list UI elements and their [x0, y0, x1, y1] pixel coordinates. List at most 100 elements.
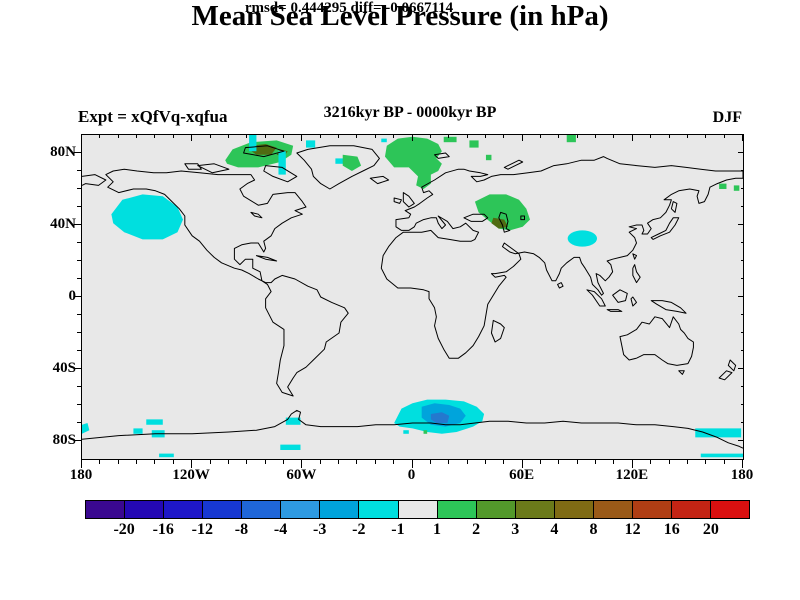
anomaly-region-ne-pacific-negative	[111, 194, 183, 240]
coastline	[491, 320, 504, 342]
lon-tick	[210, 460, 211, 464]
lon-tick-label: 120E	[615, 467, 649, 483]
lon-tick	[650, 135, 651, 138]
colorbar-label: 2	[472, 521, 481, 538]
coastline	[587, 290, 605, 306]
anomaly-region-antarctic-dot-cyan	[403, 430, 409, 434]
lon-tick	[558, 135, 559, 138]
lon-tick	[265, 460, 266, 464]
coastline	[244, 146, 284, 157]
lat-tick	[741, 332, 744, 333]
coastline	[264, 166, 297, 182]
lon-tick	[228, 460, 229, 464]
lat-tick	[738, 296, 744, 297]
coastline	[381, 157, 743, 359]
anomaly-region-weddell-cyan	[280, 444, 301, 450]
lon-tick	[81, 135, 82, 141]
lat-tick	[77, 188, 81, 189]
lat-tick	[741, 350, 744, 351]
coastline	[185, 164, 202, 169]
lat-tick	[77, 260, 81, 261]
lon-tick	[742, 460, 743, 468]
anomaly-region-antarctic-dot-green	[423, 430, 428, 434]
lon-tick	[448, 460, 449, 464]
lon-tick	[705, 135, 706, 138]
anomaly-region-antarctic-coast3	[133, 428, 143, 434]
lon-tick	[283, 460, 284, 464]
lon-tick	[650, 460, 651, 464]
lon-tick	[246, 135, 247, 138]
colorbar-cell	[476, 501, 516, 518]
period-line: 3216kyr BP - 0000kyr BP	[323, 104, 497, 121]
lon-tick	[375, 135, 376, 138]
lon-tick	[632, 460, 633, 468]
lon-tick-label: 60W	[286, 467, 317, 483]
map-frame	[81, 134, 744, 460]
lat-tick	[741, 422, 744, 423]
anomaly-region-baffin-bay-cyan	[278, 151, 286, 175]
colorbar-label: 16	[663, 521, 680, 538]
lon-tick	[669, 460, 670, 464]
coastline	[633, 265, 640, 283]
lon-tick	[412, 460, 413, 468]
lon-tick	[503, 460, 504, 464]
lon-tick	[467, 135, 468, 138]
coastline	[106, 169, 348, 396]
lat-tick	[77, 422, 81, 423]
coastline	[256, 256, 276, 261]
anomaly-region-east-greenland-positive	[342, 154, 362, 171]
lon-tick	[338, 460, 339, 464]
coastline	[198, 164, 229, 173]
colorbar-cell	[711, 501, 750, 518]
lon-tick	[191, 460, 192, 468]
colorbar-cell	[554, 501, 594, 518]
lon-tick	[265, 135, 266, 138]
coastline	[403, 193, 414, 207]
colorbar-cell	[86, 501, 126, 518]
colorbar-cell	[515, 501, 555, 518]
anomaly-region-antarctic-coast1	[146, 419, 163, 425]
lon-tick	[687, 135, 688, 138]
lon-tick	[173, 135, 174, 138]
lat-tick	[741, 188, 744, 189]
lon-tick	[301, 135, 302, 141]
coastline	[297, 146, 380, 189]
anomaly-region-south-pole-strip-e	[700, 453, 743, 458]
lon-tick	[724, 460, 725, 464]
coastline	[435, 153, 450, 158]
coastline	[631, 297, 637, 306]
coastline	[499, 212, 510, 232]
lon-tick	[540, 135, 541, 138]
lat-tick	[741, 242, 744, 243]
lon-tick-label: 180	[69, 467, 93, 483]
lon-tick	[412, 135, 413, 141]
lon-tick	[320, 460, 321, 464]
coastline	[521, 216, 525, 220]
lat-tick	[74, 440, 81, 441]
colorbar-cell	[320, 501, 360, 518]
anomaly-region-barents-positive2	[469, 140, 479, 148]
coastline	[719, 371, 732, 380]
lon-tick	[191, 135, 192, 141]
colorbar-label: -12	[191, 521, 213, 538]
lat-tick	[738, 224, 744, 225]
lon-tick	[522, 460, 523, 468]
colorbar	[85, 500, 750, 519]
anomaly-region-arctic-cyan-streak1	[249, 135, 257, 152]
colorbar-cell	[671, 501, 711, 518]
colorbar-cell	[437, 501, 477, 518]
coastline	[370, 176, 388, 183]
lon-tick	[613, 460, 614, 464]
colorbar-label: -16	[152, 521, 174, 538]
anomaly-region-barents-positive1	[443, 136, 457, 143]
lon-tick	[283, 135, 284, 138]
lat-tick	[741, 314, 744, 315]
lon-tick	[705, 460, 706, 464]
stats-line: rmsd= 0.444295 diff= -0.0667114	[244, 0, 454, 16]
anomaly-region-arctic-east-positive	[566, 135, 576, 143]
anomaly-region-antarctic-peninsula-cyan	[285, 417, 301, 425]
lat-tick	[741, 170, 744, 171]
lon-tick	[81, 460, 82, 468]
lon-tick	[669, 135, 670, 138]
anomaly-region-caspian-positive	[474, 194, 531, 231]
